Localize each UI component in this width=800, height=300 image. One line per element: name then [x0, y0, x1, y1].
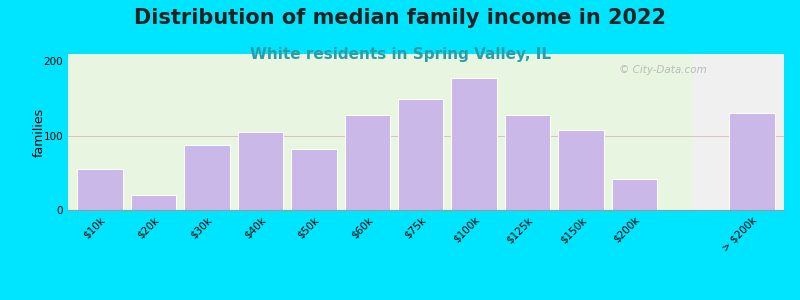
Bar	[238, 132, 283, 210]
Bar	[730, 113, 774, 210]
Bar	[505, 115, 550, 210]
Bar	[345, 115, 390, 210]
Text: White residents in Spring Valley, IL: White residents in Spring Valley, IL	[250, 46, 550, 62]
Bar	[68, 54, 693, 210]
Text: © City-Data.com: © City-Data.com	[619, 65, 707, 75]
Bar	[612, 179, 657, 210]
Bar	[130, 195, 176, 210]
Bar	[291, 149, 337, 210]
Y-axis label: families: families	[33, 107, 46, 157]
Bar	[78, 169, 122, 210]
Bar	[398, 99, 443, 210]
Bar	[451, 78, 497, 210]
Bar	[558, 130, 604, 210]
Bar	[184, 145, 230, 210]
Text: Distribution of median family income in 2022: Distribution of median family income in …	[134, 8, 666, 28]
Bar	[693, 54, 784, 210]
